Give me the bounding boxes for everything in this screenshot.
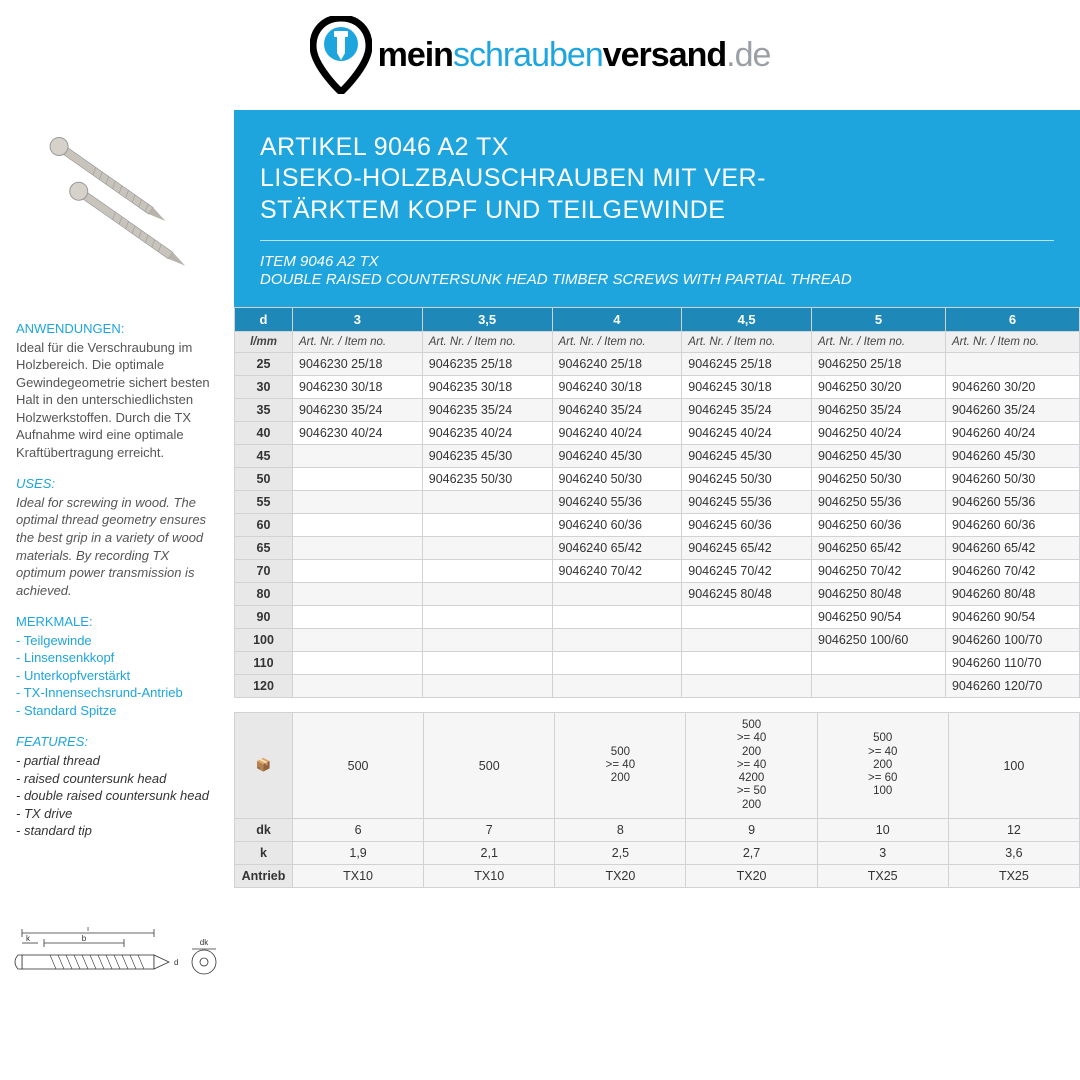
logo-text: meinschraubenversand.de [378, 36, 771, 75]
logo-row: meinschraubenversand.de [0, 0, 1080, 110]
svg-text:l: l [87, 927, 89, 933]
article-table: d33,544,556 l/mmArt. Nr. / Item no.Art. … [234, 307, 1080, 698]
svg-text:dk: dk [200, 938, 209, 947]
svg-text:b: b [82, 934, 87, 943]
features-list: partial threadraised countersunk headdou… [16, 752, 222, 840]
merkmale-heading: MERKMALE: [16, 613, 222, 631]
product-image [16, 120, 196, 290]
anwendungen-text: Ideal für die Verschraubung im Holzberei… [16, 339, 222, 462]
technical-diagram: l b k d dk [14, 927, 220, 992]
spec-table: 📦500500500>= 40200500>= 40200>= 404200>=… [234, 712, 1080, 888]
merkmale-list: TeilgewindeLinsensenkkopfUnterkopfverstä… [16, 632, 222, 720]
svg-text:d: d [174, 958, 178, 967]
main: ANWENDUNGEN: Ideal für die Verschraubung… [0, 110, 1080, 888]
anwendungen-heading: ANWENDUNGEN: [16, 320, 222, 338]
uses-text: Ideal for screwing in wood. The optimal … [16, 494, 222, 599]
left-column: ANWENDUNGEN: Ideal für die Verschraubung… [0, 110, 234, 888]
logo-pin-icon [310, 16, 372, 94]
product-header: ARTIKEL 9046 A2 TX LISEKO-HOLZBAUSCHRAUB… [234, 110, 1080, 307]
features-heading: FEATURES: [16, 733, 222, 751]
right-column: ARTIKEL 9046 A2 TX LISEKO-HOLZBAUSCHRAUB… [234, 110, 1080, 888]
uses-heading: USES: [16, 475, 222, 493]
svg-text:k: k [26, 934, 31, 943]
